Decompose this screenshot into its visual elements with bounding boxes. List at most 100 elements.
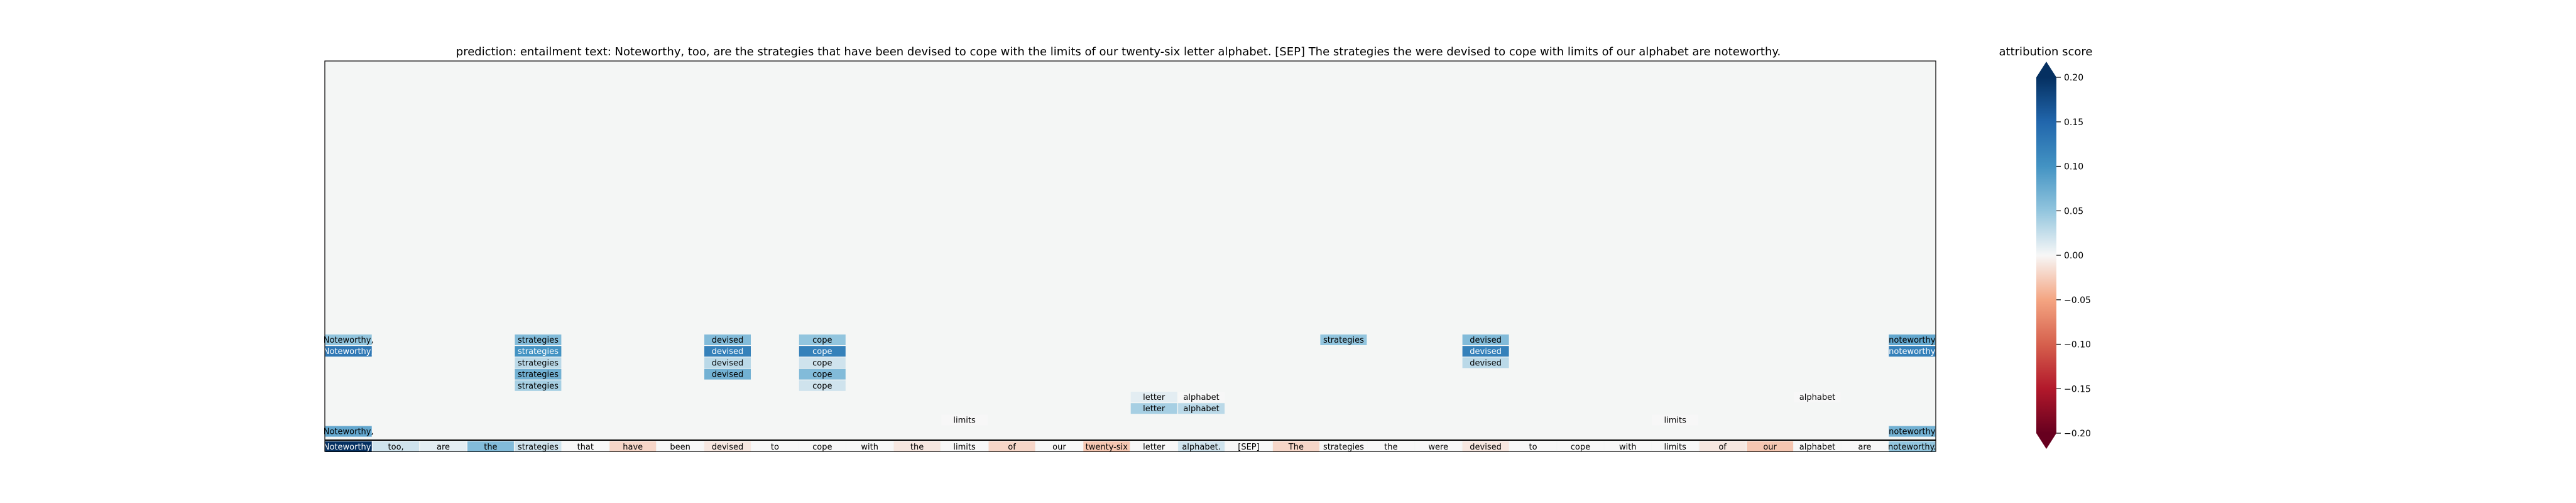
attribution-cell-fill	[1178, 403, 1225, 414]
baseline-token-cell: the	[893, 441, 941, 452]
attribution-cell: strategies	[1320, 334, 1367, 345]
baseline-token-cell: alphabet.	[1178, 441, 1225, 452]
attribution-cell-label: devised	[712, 336, 744, 345]
attribution-cell-label: noteworthy	[1889, 347, 1936, 357]
attribution-cell-fill	[799, 357, 846, 368]
attribution-cell-fill	[1130, 392, 1177, 402]
baseline-token-cell-fill	[1889, 441, 1936, 452]
baseline-token-cell: have	[609, 441, 657, 452]
baseline-token-cell: the	[1367, 441, 1414, 452]
attribution-cell-label: strategies	[518, 370, 559, 380]
colorbar-top-arrow	[2036, 62, 2056, 77]
colorbar-label: attribution score	[1999, 45, 2093, 58]
baseline-token-cell: twenty-six	[1083, 441, 1130, 452]
attribution-cell-label: Noteworthy,	[324, 336, 374, 345]
baseline-token-cell: with	[846, 441, 893, 452]
baseline-token-cell: The	[1272, 441, 1319, 452]
baseline-token-cell-fill	[373, 441, 420, 452]
colorbar-tick-label: −0.15	[2064, 384, 2091, 394]
attribution-cell: letter	[1130, 392, 1177, 402]
attribution-cell: devised	[1462, 357, 1509, 368]
baseline-token-cell-fill	[1367, 441, 1414, 452]
attribution-cell: letter	[1130, 403, 1177, 414]
baseline-token-cell-fill	[1415, 441, 1462, 452]
attribution-cell: strategies	[515, 334, 562, 345]
baseline-token-cell-label: cope	[812, 443, 832, 452]
attribution-cell-fill	[1462, 357, 1509, 368]
attribution-cell-fill	[325, 346, 372, 357]
colorbar-tick-label: 0.20	[2064, 73, 2083, 83]
plot-frame	[324, 60, 1936, 452]
attribution-cell: devised	[704, 334, 751, 345]
attribution-cell: alphabet	[1178, 403, 1225, 414]
baseline-token-cell-fill	[1083, 441, 1130, 452]
colorbar-tick-label: −0.05	[2064, 296, 2091, 306]
attribution-cell-label: cope	[812, 382, 832, 391]
baseline-token-cell-label: were	[1428, 443, 1448, 452]
attribution-cell: devised	[704, 346, 751, 357]
baseline-token-cell-fill	[799, 441, 846, 452]
attribution-cell: noteworthy	[1889, 346, 1936, 357]
baseline-token-cell-label: strategies	[518, 443, 559, 452]
attribution-cell-label: letter	[1143, 404, 1165, 414]
baseline-token-cell-label: twenty-six	[1086, 443, 1128, 452]
attribution-cell-label: alphabet	[1183, 393, 1219, 402]
attribution-cell: Noteworthy,	[324, 334, 374, 345]
attribution-cell-label: alphabet	[1183, 404, 1219, 414]
attribution-cell-label: cope	[812, 358, 832, 368]
baseline-token-cell-label: letter	[1143, 443, 1165, 452]
attribution-cell-label: Noteworthy,	[324, 428, 374, 437]
colorbar-bottom-arrow	[2036, 433, 2056, 449]
attribution-cell-fill	[325, 334, 372, 345]
attribution-cell-label: limits	[953, 416, 976, 425]
attribution-cell-fill	[799, 334, 846, 345]
attribution-cell: strategies	[515, 368, 562, 380]
baseline-token-cell-label: been	[670, 443, 690, 452]
attribution-cell-label: strategies	[518, 358, 559, 368]
attribution-cell-fill	[799, 346, 846, 357]
baseline-token-cell: letter	[1130, 441, 1177, 452]
attribution-cell-fill	[515, 346, 562, 357]
baseline-token-cell-label: that	[577, 443, 594, 452]
attribution-cell-fill	[704, 357, 751, 368]
baseline-token-cell: too,	[373, 441, 420, 452]
attribution-cell-fill	[1889, 334, 1936, 345]
baseline-token-cell-fill	[1699, 441, 1746, 452]
attribution-cell-label: strategies	[518, 347, 559, 357]
baseline-token-cell: cope	[1557, 441, 1604, 452]
attribution-cell: noteworthy	[1889, 334, 1936, 345]
baseline-token-cell-label: limits	[953, 443, 976, 452]
baseline-token-cell-fill	[420, 441, 467, 452]
attribution-cell-fill	[799, 380, 846, 391]
baseline-token-cell-fill	[1272, 441, 1319, 452]
baseline-token-cell-label: our	[1763, 443, 1777, 452]
attribution-cell: devised	[704, 357, 751, 368]
attribution-cell-label: cope	[812, 336, 832, 345]
attribution-cell-fill	[1794, 392, 1841, 402]
baseline-token-cell: devised	[1462, 441, 1509, 452]
baseline-token-cell-fill	[846, 441, 893, 452]
attribution-cell: alphabet	[1794, 392, 1841, 402]
attribution-cell: Noteworthy,	[324, 426, 374, 437]
baseline-token-cell: our	[1747, 441, 1794, 452]
attribution-cell: alphabet	[1178, 392, 1225, 402]
attribution-cell: limits	[1652, 414, 1699, 426]
baseline-token-cell: limits	[941, 441, 988, 452]
baseline-token-cell: strategies	[1320, 441, 1367, 452]
baseline-token-cell-label: too,	[388, 443, 404, 452]
baseline-token-cell: our	[1035, 441, 1083, 452]
baseline-token-cell-label: to	[771, 443, 779, 452]
attribution-cell-fill	[325, 426, 372, 437]
attribution-cell-label: noteworthy	[1889, 428, 1936, 437]
baseline-token-cell-label: devised	[712, 443, 744, 452]
attribution-cell-label: devised	[1470, 336, 1502, 345]
attribution-cell-fill	[704, 346, 751, 357]
attribution-cell-fill	[1889, 346, 1936, 357]
baseline-token-cell-fill	[893, 441, 941, 452]
baseline-token-cell-fill	[751, 441, 799, 452]
attribution-cell-label: noteworthy	[1889, 336, 1936, 345]
baseline-token-cell-fill	[1841, 441, 1888, 452]
baseline-token-cell-fill	[1178, 441, 1225, 452]
attribution-cell-label: strategies	[518, 336, 559, 345]
